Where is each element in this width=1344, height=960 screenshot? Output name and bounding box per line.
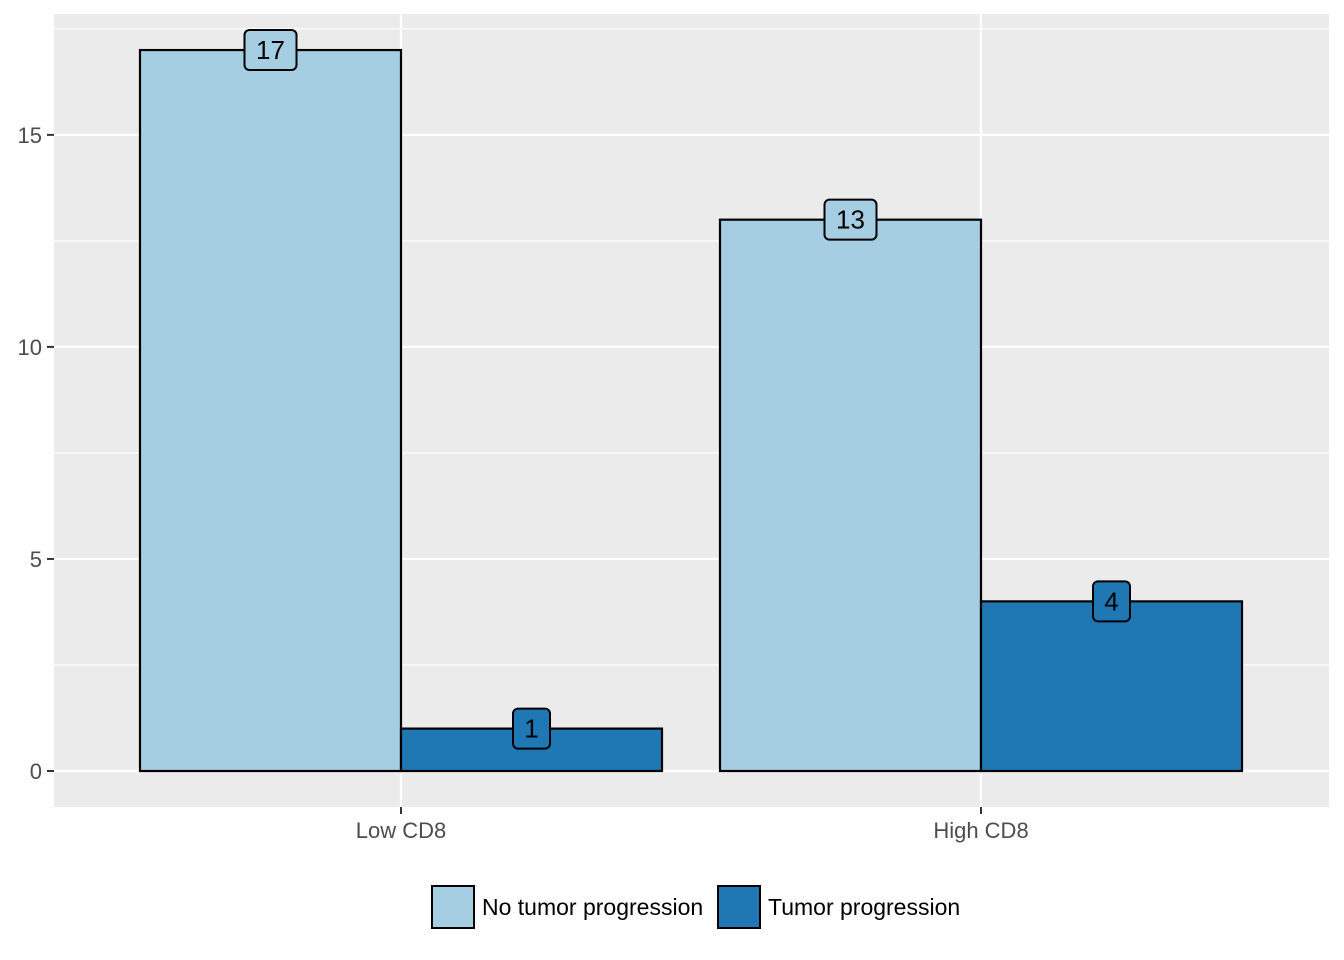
- y-tick-label: 15: [18, 123, 42, 148]
- x-tick-label: High CD8: [933, 818, 1028, 843]
- legend-key-tumor-progression: [717, 885, 761, 929]
- data-label: 17: [256, 35, 285, 65]
- bar-no-tumor-progression-1: [718, 218, 983, 773]
- data-label-box: [823, 198, 878, 241]
- data-label-box: [243, 29, 298, 72]
- data-label-box: [512, 707, 551, 750]
- data-label: 1: [524, 714, 538, 744]
- bar-tumor-progression-0: [399, 727, 664, 773]
- x-axis: Low CD8 High CD8: [356, 807, 1029, 843]
- y-axis: 0 5 10 15: [18, 123, 54, 784]
- bar-no-tumor-progression-0: [138, 48, 403, 773]
- y-tick-label: 0: [30, 759, 42, 784]
- legend-label: No tumor progression: [482, 894, 703, 920]
- y-tick-label: 5: [30, 547, 42, 572]
- legend-label: Tumor progression: [768, 894, 960, 920]
- bars-group: [138, 48, 1244, 773]
- data-label: 4: [1104, 586, 1118, 616]
- data-label-box: [1092, 580, 1131, 623]
- data-label: 13: [836, 205, 865, 235]
- legend: No tumor progression Tumor progression: [431, 885, 960, 929]
- legend-key-no-tumor-progression: [431, 885, 475, 929]
- y-tick-label: 10: [18, 335, 42, 360]
- x-tick-label: Low CD8: [356, 818, 446, 843]
- data-labels-group: 17 1 13 4: [243, 29, 1131, 750]
- bar-tumor-progression-1: [979, 600, 1244, 773]
